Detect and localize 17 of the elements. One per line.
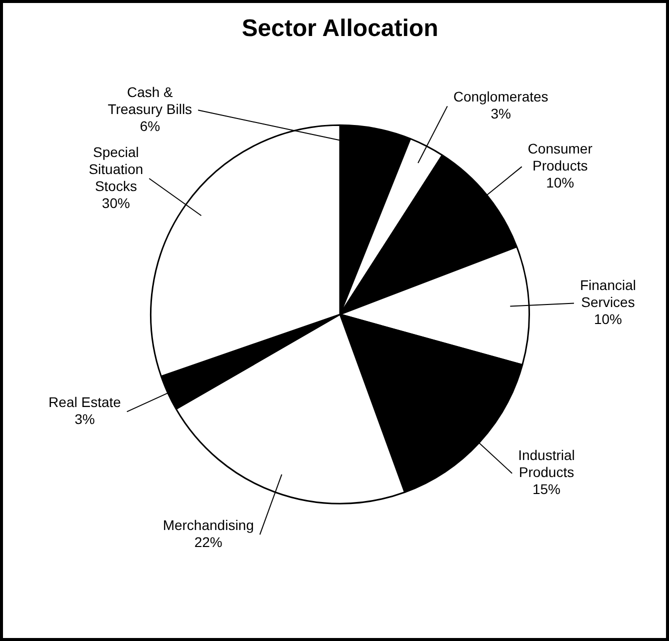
data-label: 10% (546, 174, 574, 191)
data-label: 30% (102, 194, 130, 211)
slice-label: Merchandising (162, 516, 254, 533)
slice-label: Financial Services (580, 277, 636, 310)
slice-label: Cash & Treasury Bills (108, 84, 192, 118)
data-label: 15% (532, 481, 560, 498)
slice-label: Real Estate (48, 394, 122, 410)
data-label: 3% (74, 411, 95, 428)
slice-label: Consumer Products (528, 140, 593, 174)
data-label: 3% (490, 106, 511, 122)
chart-title: Sector Allocation (242, 15, 438, 42)
slice-label: Conglomerates (453, 88, 548, 105)
data-label: 10% (594, 311, 622, 328)
slice-label: Industrial Products (518, 447, 575, 480)
data-label: 22% (194, 534, 222, 550)
data-label: 6% (140, 118, 160, 134)
slice-label: Special Situation Stocks (88, 144, 144, 194)
